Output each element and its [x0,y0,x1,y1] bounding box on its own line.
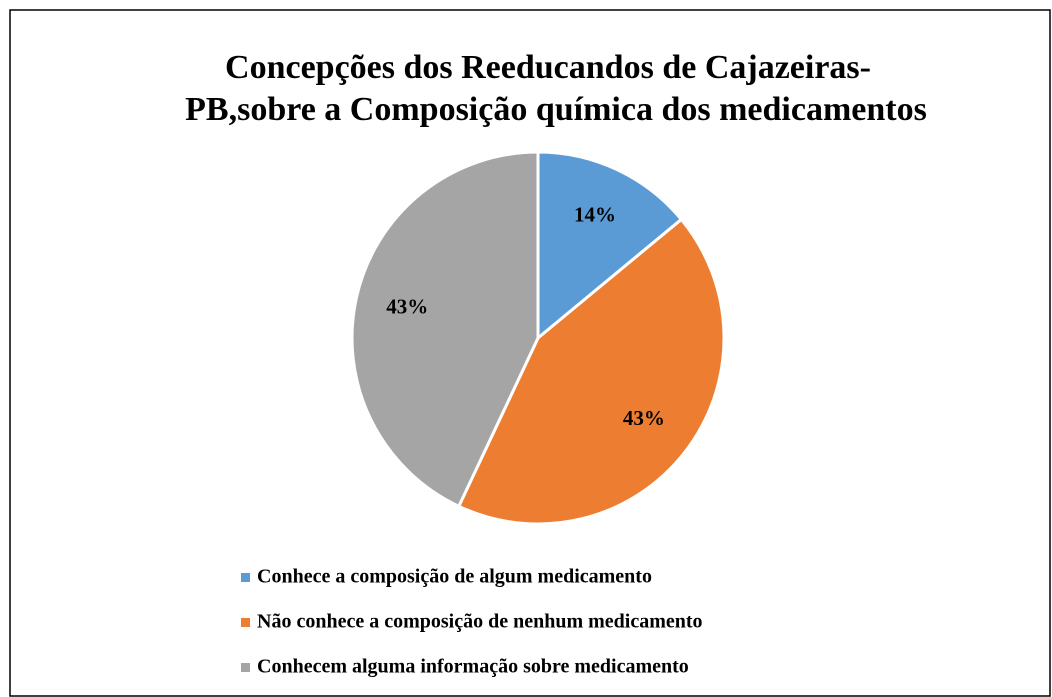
legend-label: Conhecem alguma informação sobre medicam… [257,656,689,678]
pie-slice [456,217,726,526]
legend-swatch [241,573,250,582]
legend-label: Não conhece a composição de nenhum medic… [257,611,703,633]
chart-title: PB,sobre a Composição química dos medica… [185,91,927,128]
legend-swatch [241,663,250,672]
pie-slice [536,150,684,342]
legend-label: Conhece a composição de algum medicament… [257,566,652,588]
data-label: 43% [386,295,428,319]
legend-swatch [241,618,250,627]
chart-title: Concepções dos Reeducandos de Cajazeiras… [225,49,871,86]
data-label: 43% [623,406,665,430]
data-label: 14% [574,203,616,227]
pie-slice [350,150,540,509]
